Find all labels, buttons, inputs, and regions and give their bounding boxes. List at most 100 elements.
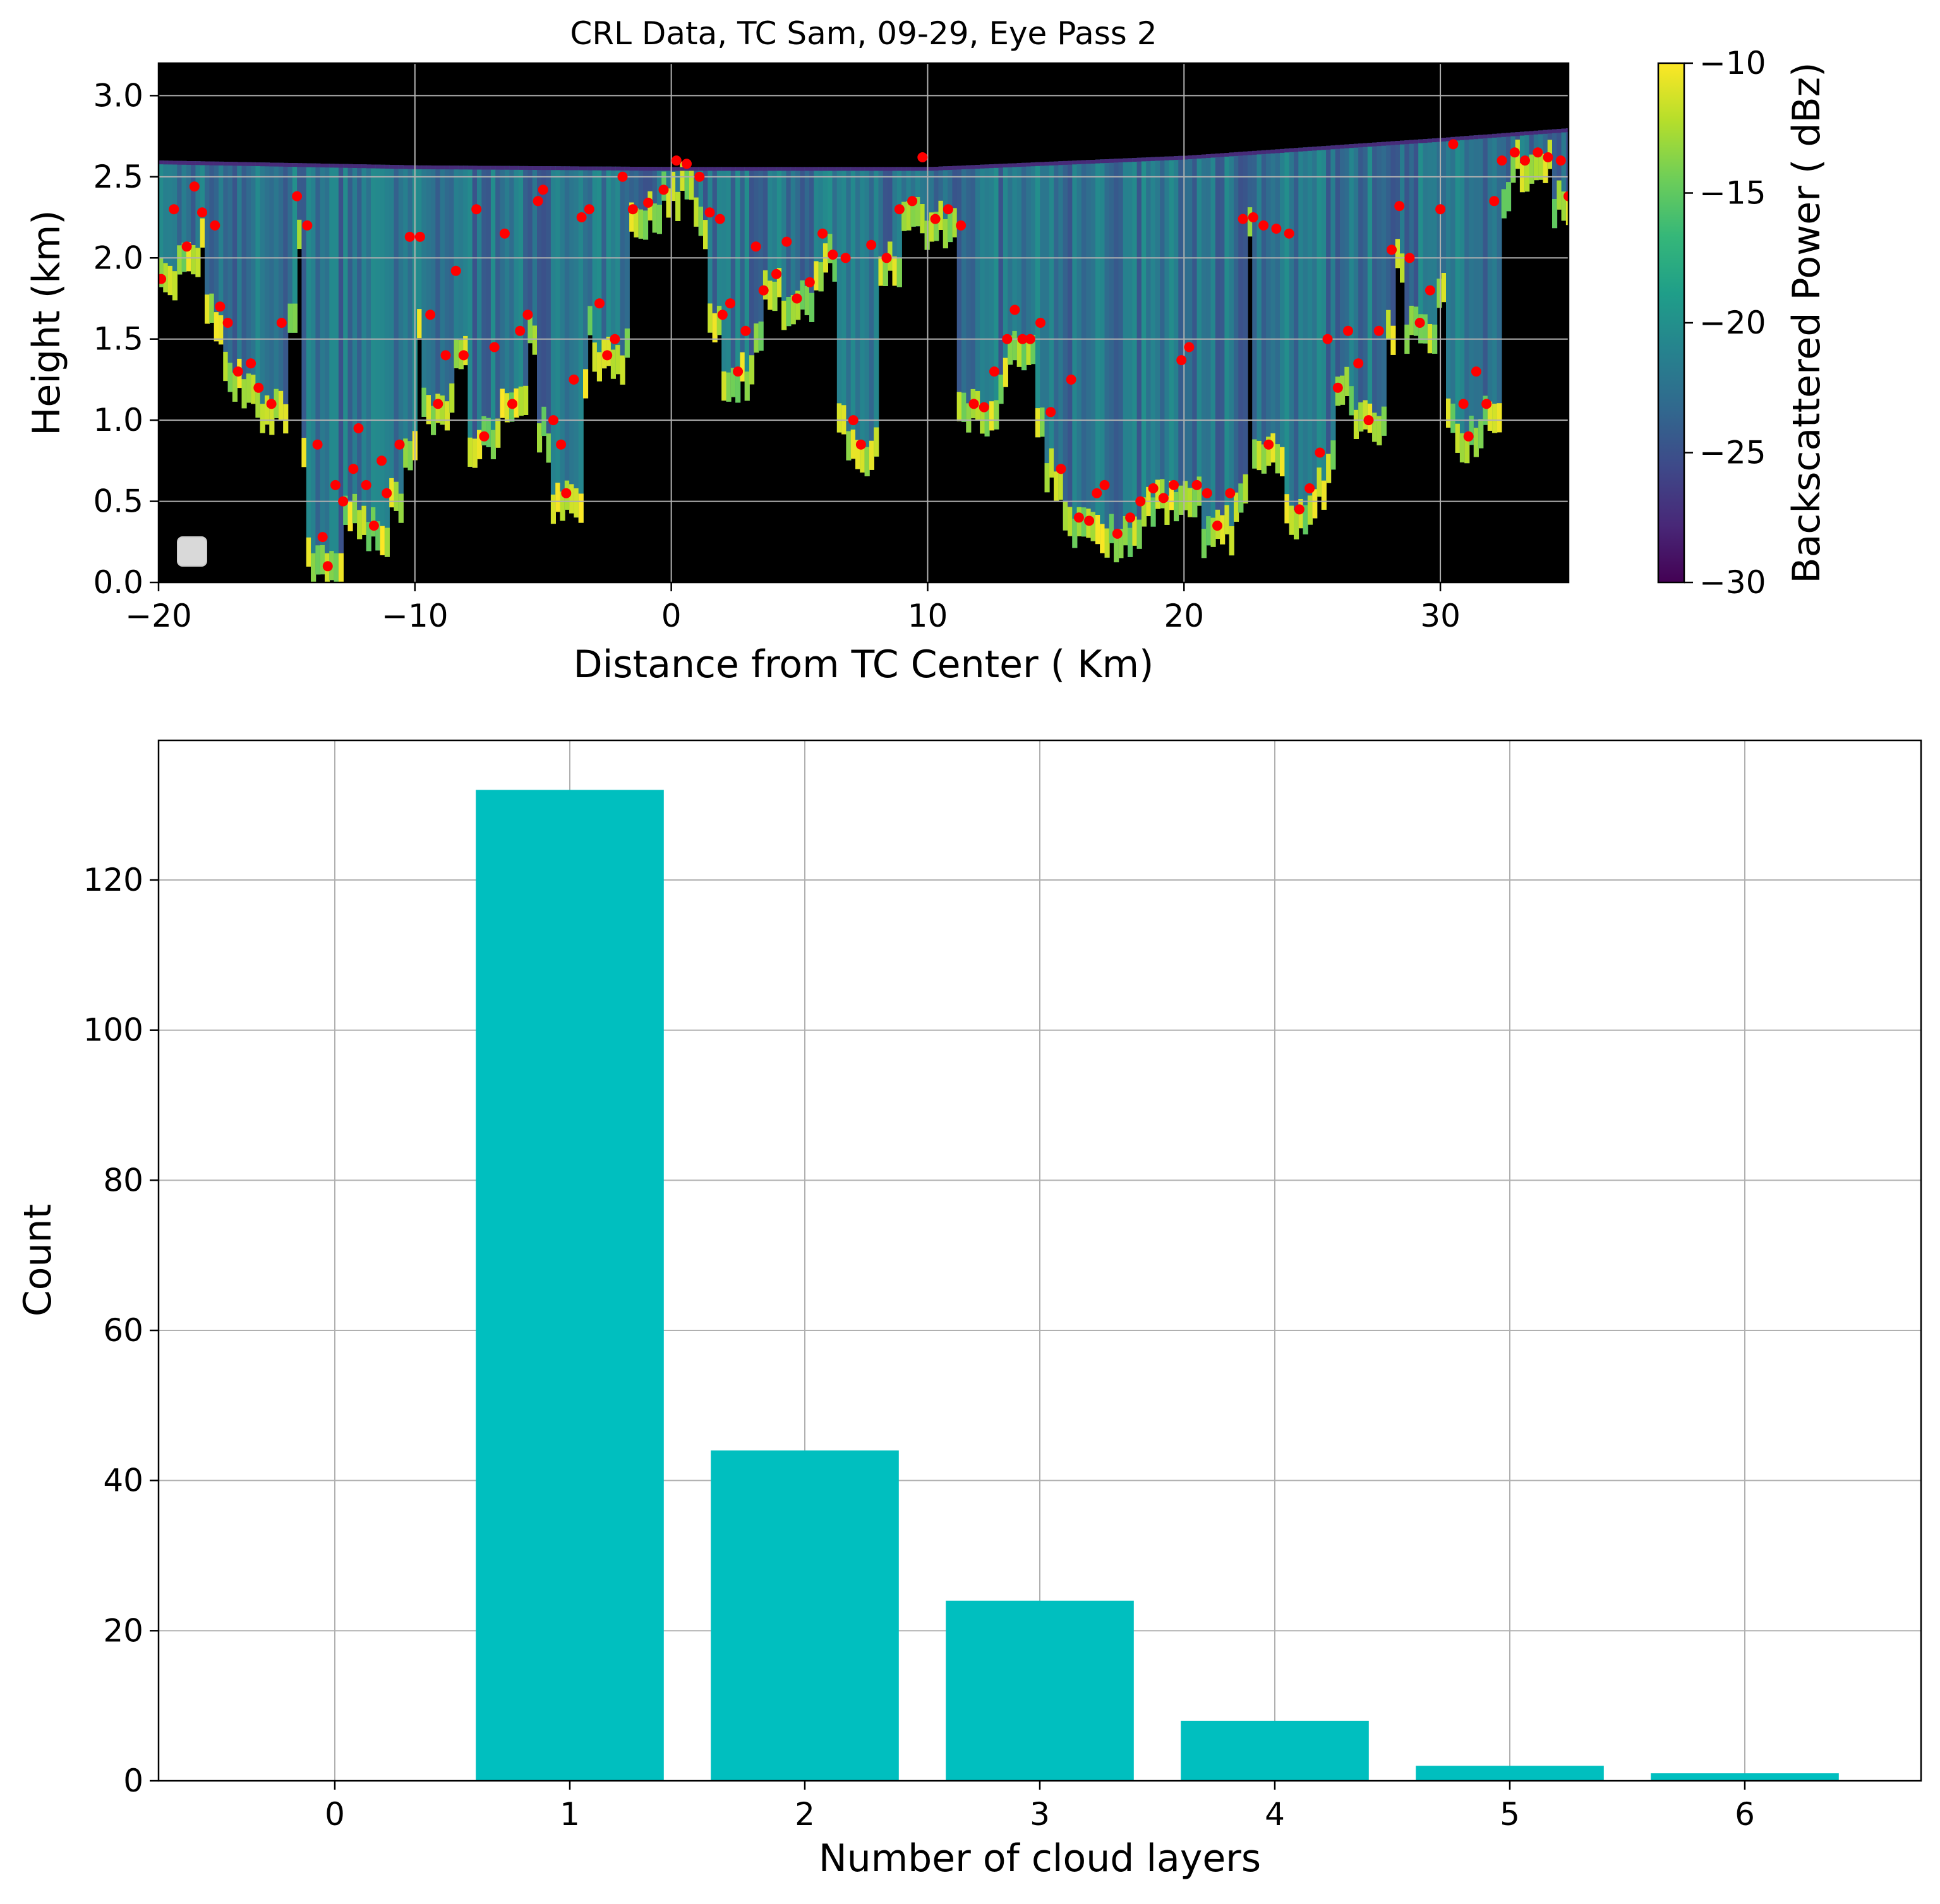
cloud-layer-point: [292, 191, 303, 202]
bar-5: [1416, 1766, 1604, 1781]
bottom-y-tick-label: 60: [103, 1312, 143, 1349]
top-y-tick-label: 1.0: [93, 402, 143, 438]
cloud-layer-point: [848, 415, 859, 426]
cloud-layer-point: [440, 350, 451, 361]
cloud-layer-point: [1184, 342, 1195, 352]
bar-3: [946, 1600, 1134, 1781]
cloud-layer-point: [602, 350, 613, 361]
cloud-layer-point: [1225, 488, 1236, 498]
cloud-layer-point: [348, 464, 359, 474]
cloud-layer-point: [617, 171, 628, 182]
cloud-layer-point: [276, 318, 287, 328]
colorbar-tick-label: −30: [1699, 564, 1766, 601]
cloud-layer-point: [717, 310, 728, 320]
cloud-layer-point: [330, 479, 340, 490]
cloud-layer-point: [471, 204, 482, 215]
top-panel-heatmap: CRL Data, TC Sam, 09-29, Eye Pass 2 −20−…: [25, 15, 1829, 687]
cloud-layer-point: [189, 181, 200, 192]
cloud-layer-point: [907, 196, 918, 207]
top-x-ticks: −20 −10 0 10 20 30: [125, 582, 1461, 634]
cloud-layer-point: [1353, 358, 1364, 369]
cloud-layer-point: [197, 207, 207, 218]
cloud-layer-point: [253, 382, 264, 393]
cloud-layer-point: [515, 325, 526, 336]
cloud-layer-point: [840, 253, 851, 263]
cloud-layer-point: [576, 212, 587, 222]
cloud-layer-point: [866, 239, 877, 250]
cloud-layer-point: [1045, 407, 1056, 418]
cloud-layer-point: [1238, 214, 1248, 224]
bottom-y-tick-label: 120: [83, 862, 143, 898]
top-y-tick-label: 3.0: [93, 77, 143, 114]
top-y-tick-label: 2.0: [93, 239, 143, 276]
cloud-layer-point: [222, 318, 233, 328]
top-x-tick-label: 10: [908, 598, 948, 634]
cloud-layer-point: [538, 184, 548, 195]
top-x-tick-label: −10: [382, 598, 449, 634]
cloud-layer-point: [1202, 488, 1212, 498]
cloud-layer-point: [917, 152, 928, 162]
bottom-y-tick-label: 0: [123, 1762, 143, 1799]
cloud-layer-point: [479, 431, 490, 442]
bottom-y-tick-label: 40: [103, 1462, 143, 1499]
cloud-layer-point: [1066, 374, 1076, 385]
colorbar-tick-label: −10: [1699, 45, 1766, 81]
cloud-layer-point: [507, 399, 517, 409]
cloud-layer-point: [1520, 155, 1530, 166]
cloud-layer-point: [781, 236, 792, 247]
cloud-layer-point: [361, 479, 371, 490]
cloud-layer-point: [1092, 488, 1102, 498]
cloud-layer-point: [1148, 483, 1159, 493]
cloud-layer-point: [1135, 496, 1146, 507]
cloud-layer-point: [499, 228, 510, 239]
cloud-layer-point: [894, 204, 905, 215]
cloud-layer-point: [627, 204, 638, 215]
bar-2: [711, 1450, 899, 1781]
cloud-layer-point: [733, 366, 744, 377]
cloud-layer-point: [556, 439, 567, 450]
cloud-layer-point: [450, 265, 461, 276]
cloud-layer-point: [1555, 155, 1566, 166]
colorbar-tick-label: −20: [1699, 304, 1766, 341]
cloud-layer-point: [855, 439, 866, 450]
cloud-layer-point: [561, 488, 572, 498]
cloud-layer-point: [1481, 399, 1492, 409]
top-x-tick-label: 30: [1420, 598, 1461, 634]
cloud-layer-point: [643, 197, 654, 208]
cloud-layer-point: [1387, 244, 1397, 255]
cloud-layer-point: [671, 155, 682, 166]
cloud-layer-point: [1176, 355, 1187, 366]
cloud-layer-point: [758, 285, 769, 296]
bottom-x-tick-label: 3: [1030, 1796, 1050, 1833]
top-y-ticks: 0.0 0.5 1.0 1.5 2.0 2.5 3.0: [93, 77, 159, 601]
cloud-layer-point: [1263, 439, 1274, 450]
cloud-layer-point: [1212, 521, 1222, 531]
cloud-layer-point: [1435, 204, 1446, 215]
legend-placeholder: [177, 536, 207, 567]
cloud-layer-point: [1084, 515, 1095, 526]
top-y-tick-label: 0.5: [93, 483, 143, 520]
cloud-layer-point: [394, 439, 405, 450]
cloud-layer-point: [302, 220, 313, 231]
cloud-layer-point: [425, 310, 436, 320]
cloud-layer-point: [682, 159, 692, 169]
colorbar-tick-label: −25: [1699, 435, 1766, 471]
cloud-layer-point: [804, 277, 815, 287]
bottom-x-tick-label: 6: [1735, 1796, 1755, 1833]
cloud-layer-point: [828, 250, 838, 260]
top-x-axis-label: Distance from TC Center ( Km): [574, 642, 1154, 687]
bar-6: [1651, 1773, 1839, 1781]
top-y-tick-label: 0.0: [93, 564, 143, 601]
top-y-axis-label: Height (km): [25, 210, 69, 435]
cloud-layer-point: [266, 399, 277, 409]
cloud-layer-point: [322, 561, 333, 572]
cloud-layer-point: [569, 374, 579, 385]
colorbar-ticks: −30 −25 −20 −15 −10: [1684, 45, 1766, 601]
heatmap-layer: [159, 128, 1569, 582]
cloud-layer-point: [1463, 431, 1474, 442]
bottom-y-tick-label: 100: [83, 1012, 143, 1049]
cloud-layer-point: [930, 214, 941, 224]
cloud-layer-point: [169, 204, 179, 215]
cloud-layer-point: [159, 274, 167, 284]
